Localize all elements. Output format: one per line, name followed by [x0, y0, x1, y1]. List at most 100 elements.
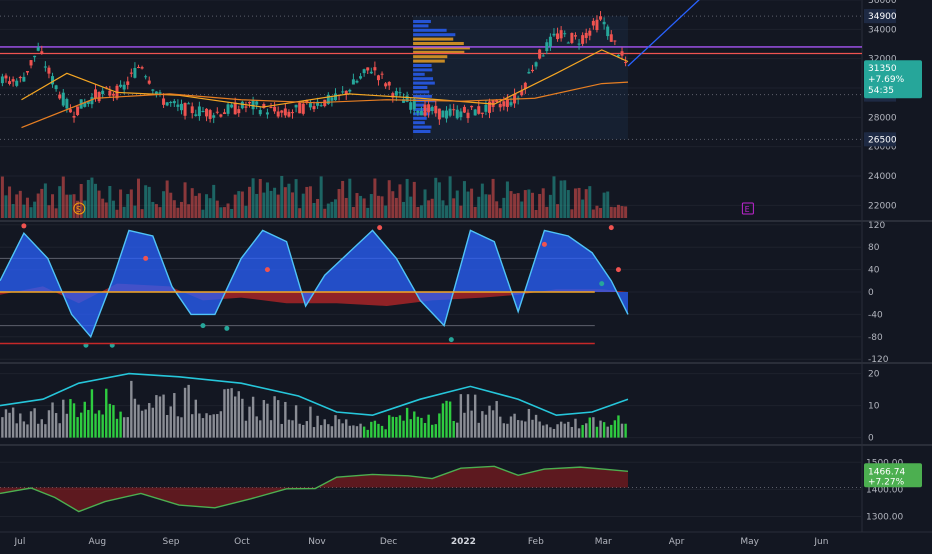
- volume-bar: [305, 186, 309, 218]
- vol-bar: [380, 425, 384, 438]
- volume-profile-bar: [413, 24, 429, 28]
- time-axis-label: Nov: [308, 537, 326, 547]
- time-axis-label: Dec: [380, 537, 397, 547]
- vol-bar: [4, 409, 8, 438]
- event-marker-0: [73, 202, 86, 215]
- candle-body: [391, 93, 395, 98]
- candle-body: [43, 66, 47, 68]
- volume-bar: [534, 209, 538, 218]
- volume-bar: [620, 206, 624, 218]
- volume-bar: [616, 204, 620, 218]
- candle-body: [140, 67, 144, 69]
- volume-bar: [43, 183, 47, 218]
- volume-bar: [520, 201, 524, 218]
- volume-bar: [523, 190, 527, 218]
- vol-bar: [373, 420, 377, 438]
- volume-bar: [369, 194, 373, 218]
- vol-bar: [241, 398, 244, 438]
- volume-profile-bar: [413, 103, 425, 107]
- time-axis-label: Feb: [528, 537, 544, 547]
- vol-bar: [542, 425, 545, 438]
- time-axis-label: Jul: [13, 537, 25, 547]
- time-axis-label: Aug: [89, 537, 107, 547]
- vol-bar: [22, 421, 26, 438]
- volume-bar: [323, 208, 327, 218]
- vol-bar: [563, 423, 566, 438]
- candle-body: [366, 67, 370, 71]
- candle-body: [244, 106, 248, 108]
- vol-bar: [398, 415, 402, 438]
- vol-bar: [54, 413, 58, 438]
- volume-bar: [509, 191, 513, 218]
- candle-body: [484, 104, 488, 112]
- vol-bar: [413, 411, 416, 438]
- vol-bar: [33, 408, 36, 438]
- candle-body: [151, 89, 155, 91]
- time-axis-label: May: [740, 537, 759, 547]
- candle-body: [36, 47, 40, 51]
- vol-bar: [459, 394, 463, 438]
- candle-body: [108, 90, 112, 96]
- candle-body: [212, 115, 216, 118]
- vol-bar: [416, 416, 420, 438]
- vol-bar: [470, 410, 473, 438]
- vol-bar: [137, 404, 140, 438]
- vol-bar: [176, 416, 180, 438]
- candle-body: [394, 91, 398, 96]
- volume-bar: [445, 205, 449, 218]
- volume-bar: [427, 200, 431, 218]
- vol-bar: [72, 403, 76, 438]
- rel-last-tag: [864, 463, 922, 488]
- vol-bar: [29, 411, 33, 438]
- volume-bar: [115, 209, 119, 218]
- candle-body: [552, 33, 556, 36]
- volume-bar: [527, 189, 531, 218]
- vol-bar: [441, 403, 445, 438]
- time-axis-label: 2022: [451, 537, 476, 547]
- candle-body: [283, 108, 287, 116]
- vol-bar: [262, 400, 266, 438]
- volume-bar: [409, 196, 413, 218]
- vol-bar: [108, 403, 112, 438]
- vol-bar: [463, 412, 466, 438]
- vol-bar: [244, 420, 248, 438]
- vol-bar: [87, 409, 90, 438]
- vol-bar: [44, 424, 47, 438]
- vol-bar: [230, 388, 233, 438]
- vol-bar: [259, 420, 262, 438]
- vol-bar: [549, 427, 552, 438]
- time-axis-label: Jun: [813, 537, 828, 547]
- moving-average-0: [21, 49, 629, 108]
- vol-bar: [47, 410, 51, 438]
- volume-bar: [570, 209, 574, 218]
- volume-bar: [154, 204, 158, 218]
- volume-bar: [108, 185, 112, 218]
- candle-body: [462, 106, 466, 113]
- volume-bar: [466, 191, 470, 218]
- candle-body: [205, 108, 209, 117]
- price-tick-label: 36000: [868, 0, 897, 6]
- vol-bar: [366, 429, 369, 438]
- candle-body: [158, 92, 162, 94]
- vol-bar: [613, 420, 617, 438]
- vol-bar: [273, 396, 276, 438]
- volume-profile-bar: [413, 42, 464, 45]
- vol-bar: [423, 422, 427, 438]
- candle-body: [387, 81, 391, 86]
- volume-bar: [505, 181, 509, 218]
- vol-bar: [1, 417, 4, 438]
- volume-bar: [495, 201, 499, 218]
- volume-bar: [104, 202, 108, 218]
- volume-profile-bar: [413, 94, 432, 98]
- vol-bar: [173, 393, 176, 438]
- volume-bar: [283, 187, 287, 218]
- candle-body: [620, 51, 624, 56]
- vol-bar: [456, 422, 459, 438]
- candle-body: [129, 72, 133, 74]
- candle-body: [33, 55, 37, 58]
- vol-bar: [352, 425, 355, 438]
- candle-body: [459, 111, 463, 118]
- vol-bar: [8, 412, 11, 438]
- volume-bar: [265, 182, 269, 218]
- volume-bar: [273, 187, 277, 218]
